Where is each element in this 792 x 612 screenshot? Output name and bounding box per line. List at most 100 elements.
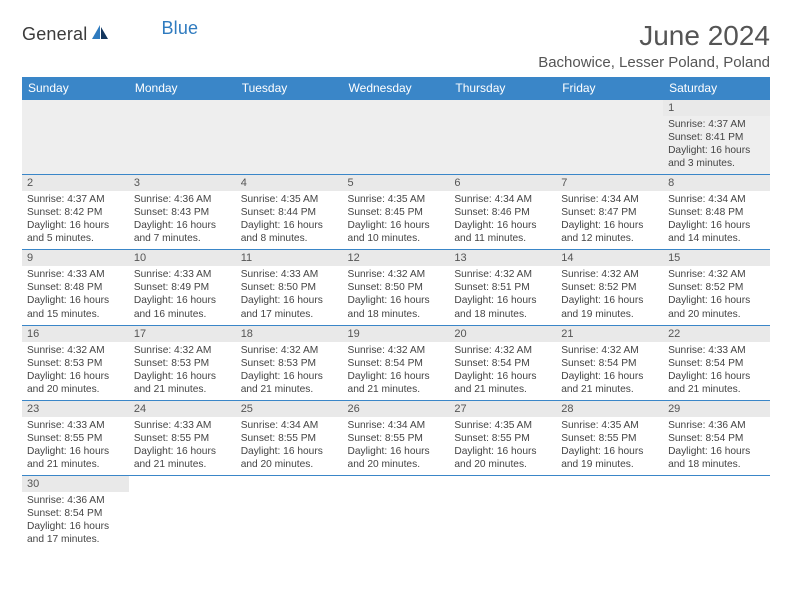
calendar-day-cell bbox=[663, 475, 770, 550]
sunset-text: Sunset: 8:54 PM bbox=[668, 432, 765, 445]
day-number: 10 bbox=[129, 250, 236, 266]
calendar-day-cell: 19Sunrise: 4:32 AMSunset: 8:54 PMDayligh… bbox=[343, 325, 450, 400]
day-details: Sunrise: 4:36 AMSunset: 8:54 PMDaylight:… bbox=[22, 492, 129, 550]
weekday-header: Wednesday bbox=[343, 77, 450, 100]
day-details: Sunrise: 4:34 AMSunset: 8:47 PMDaylight:… bbox=[556, 191, 663, 249]
sunrise-text: Sunrise: 4:32 AM bbox=[668, 268, 765, 281]
sunrise-text: Sunrise: 4:32 AM bbox=[454, 268, 551, 281]
sunrise-text: Sunrise: 4:32 AM bbox=[348, 268, 445, 281]
daylight-text: Daylight: 16 hours and 18 minutes. bbox=[348, 294, 445, 320]
calendar-day-cell bbox=[556, 100, 663, 175]
sunrise-text: Sunrise: 4:36 AM bbox=[668, 419, 765, 432]
calendar-day-cell bbox=[236, 100, 343, 175]
sunrise-text: Sunrise: 4:32 AM bbox=[561, 344, 658, 357]
day-number: 24 bbox=[129, 401, 236, 417]
calendar-day-cell: 22Sunrise: 4:33 AMSunset: 8:54 PMDayligh… bbox=[663, 325, 770, 400]
day-number: 29 bbox=[663, 401, 770, 417]
day-details: Sunrise: 4:37 AMSunset: 8:42 PMDaylight:… bbox=[22, 191, 129, 249]
sunrise-text: Sunrise: 4:34 AM bbox=[241, 419, 338, 432]
calendar-day-cell: 17Sunrise: 4:32 AMSunset: 8:53 PMDayligh… bbox=[129, 325, 236, 400]
sunrise-text: Sunrise: 4:35 AM bbox=[454, 419, 551, 432]
day-number: 25 bbox=[236, 401, 343, 417]
sunrise-text: Sunrise: 4:34 AM bbox=[454, 193, 551, 206]
daylight-text: Daylight: 16 hours and 20 minutes. bbox=[27, 370, 124, 396]
day-details: Sunrise: 4:36 AMSunset: 8:54 PMDaylight:… bbox=[663, 417, 770, 475]
day-details: Sunrise: 4:32 AMSunset: 8:54 PMDaylight:… bbox=[343, 342, 450, 400]
daylight-text: Daylight: 16 hours and 17 minutes. bbox=[27, 520, 124, 546]
day-number: 14 bbox=[556, 250, 663, 266]
daylight-text: Daylight: 16 hours and 20 minutes. bbox=[668, 294, 765, 320]
daylight-text: Daylight: 16 hours and 8 minutes. bbox=[241, 219, 338, 245]
daylight-text: Daylight: 16 hours and 16 minutes. bbox=[134, 294, 231, 320]
sunset-text: Sunset: 8:55 PM bbox=[134, 432, 231, 445]
sunrise-text: Sunrise: 4:33 AM bbox=[27, 419, 124, 432]
calendar-week-row: 9Sunrise: 4:33 AMSunset: 8:48 PMDaylight… bbox=[22, 250, 770, 325]
calendar-day-cell: 10Sunrise: 4:33 AMSunset: 8:49 PMDayligh… bbox=[129, 250, 236, 325]
day-number: 12 bbox=[343, 250, 450, 266]
sunset-text: Sunset: 8:50 PM bbox=[348, 281, 445, 294]
sunset-text: Sunset: 8:53 PM bbox=[241, 357, 338, 370]
sunset-text: Sunset: 8:54 PM bbox=[27, 507, 124, 520]
sunset-text: Sunset: 8:54 PM bbox=[668, 357, 765, 370]
day-number: 11 bbox=[236, 250, 343, 266]
daylight-text: Daylight: 16 hours and 18 minutes. bbox=[668, 445, 765, 471]
sunrise-text: Sunrise: 4:33 AM bbox=[134, 419, 231, 432]
sunset-text: Sunset: 8:48 PM bbox=[27, 281, 124, 294]
calendar-day-cell: 30Sunrise: 4:36 AMSunset: 8:54 PMDayligh… bbox=[22, 475, 129, 550]
calendar-week-row: 1Sunrise: 4:37 AMSunset: 8:41 PMDaylight… bbox=[22, 100, 770, 175]
brand-name-1: General bbox=[22, 24, 87, 45]
calendar-day-cell bbox=[343, 100, 450, 175]
calendar-day-cell bbox=[236, 475, 343, 550]
calendar-day-cell bbox=[449, 100, 556, 175]
day-details: Sunrise: 4:32 AMSunset: 8:53 PMDaylight:… bbox=[22, 342, 129, 400]
day-number: 9 bbox=[22, 250, 129, 266]
sunrise-text: Sunrise: 4:32 AM bbox=[561, 268, 658, 281]
calendar-day-cell bbox=[343, 475, 450, 550]
day-number: 17 bbox=[129, 326, 236, 342]
sunrise-text: Sunrise: 4:32 AM bbox=[348, 344, 445, 357]
calendar-day-cell: 15Sunrise: 4:32 AMSunset: 8:52 PMDayligh… bbox=[663, 250, 770, 325]
day-number: 7 bbox=[556, 175, 663, 191]
daylight-text: Daylight: 16 hours and 21 minutes. bbox=[668, 370, 765, 396]
day-number: 19 bbox=[343, 326, 450, 342]
location: Bachowice, Lesser Poland, Poland bbox=[538, 54, 770, 71]
day-number: 13 bbox=[449, 250, 556, 266]
day-details: Sunrise: 4:34 AMSunset: 8:55 PMDaylight:… bbox=[343, 417, 450, 475]
sunrise-text: Sunrise: 4:36 AM bbox=[27, 494, 124, 507]
sunset-text: Sunset: 8:53 PM bbox=[134, 357, 231, 370]
day-number: 27 bbox=[449, 401, 556, 417]
sunset-text: Sunset: 8:55 PM bbox=[348, 432, 445, 445]
day-number: 26 bbox=[343, 401, 450, 417]
calendar-table: Sunday Monday Tuesday Wednesday Thursday… bbox=[22, 77, 770, 550]
sunset-text: Sunset: 8:54 PM bbox=[454, 357, 551, 370]
day-number: 3 bbox=[129, 175, 236, 191]
sunset-text: Sunset: 8:50 PM bbox=[241, 281, 338, 294]
sunrise-text: Sunrise: 4:33 AM bbox=[27, 268, 124, 281]
day-details: Sunrise: 4:35 AMSunset: 8:55 PMDaylight:… bbox=[556, 417, 663, 475]
sunset-text: Sunset: 8:51 PM bbox=[454, 281, 551, 294]
day-details: Sunrise: 4:34 AMSunset: 8:46 PMDaylight:… bbox=[449, 191, 556, 249]
day-details: Sunrise: 4:32 AMSunset: 8:53 PMDaylight:… bbox=[236, 342, 343, 400]
sail-icon bbox=[91, 24, 111, 45]
day-details: Sunrise: 4:32 AMSunset: 8:50 PMDaylight:… bbox=[343, 266, 450, 324]
calendar-day-cell bbox=[449, 475, 556, 550]
daylight-text: Daylight: 16 hours and 21 minutes. bbox=[241, 370, 338, 396]
daylight-text: Daylight: 16 hours and 14 minutes. bbox=[668, 219, 765, 245]
day-number: 2 bbox=[22, 175, 129, 191]
calendar-day-cell: 4Sunrise: 4:35 AMSunset: 8:44 PMDaylight… bbox=[236, 175, 343, 250]
daylight-text: Daylight: 16 hours and 19 minutes. bbox=[561, 294, 658, 320]
day-details: Sunrise: 4:33 AMSunset: 8:49 PMDaylight:… bbox=[129, 266, 236, 324]
calendar-day-cell: 27Sunrise: 4:35 AMSunset: 8:55 PMDayligh… bbox=[449, 400, 556, 475]
daylight-text: Daylight: 16 hours and 21 minutes. bbox=[454, 370, 551, 396]
daylight-text: Daylight: 16 hours and 11 minutes. bbox=[454, 219, 551, 245]
day-number: 21 bbox=[556, 326, 663, 342]
sunrise-text: Sunrise: 4:33 AM bbox=[134, 268, 231, 281]
day-number: 23 bbox=[22, 401, 129, 417]
daylight-text: Daylight: 16 hours and 21 minutes. bbox=[561, 370, 658, 396]
day-details: Sunrise: 4:32 AMSunset: 8:52 PMDaylight:… bbox=[663, 266, 770, 324]
daylight-text: Daylight: 16 hours and 3 minutes. bbox=[668, 144, 765, 170]
day-number: 22 bbox=[663, 326, 770, 342]
sunset-text: Sunset: 8:55 PM bbox=[454, 432, 551, 445]
day-details: Sunrise: 4:32 AMSunset: 8:54 PMDaylight:… bbox=[556, 342, 663, 400]
brand-name-2: Blue bbox=[161, 18, 198, 39]
